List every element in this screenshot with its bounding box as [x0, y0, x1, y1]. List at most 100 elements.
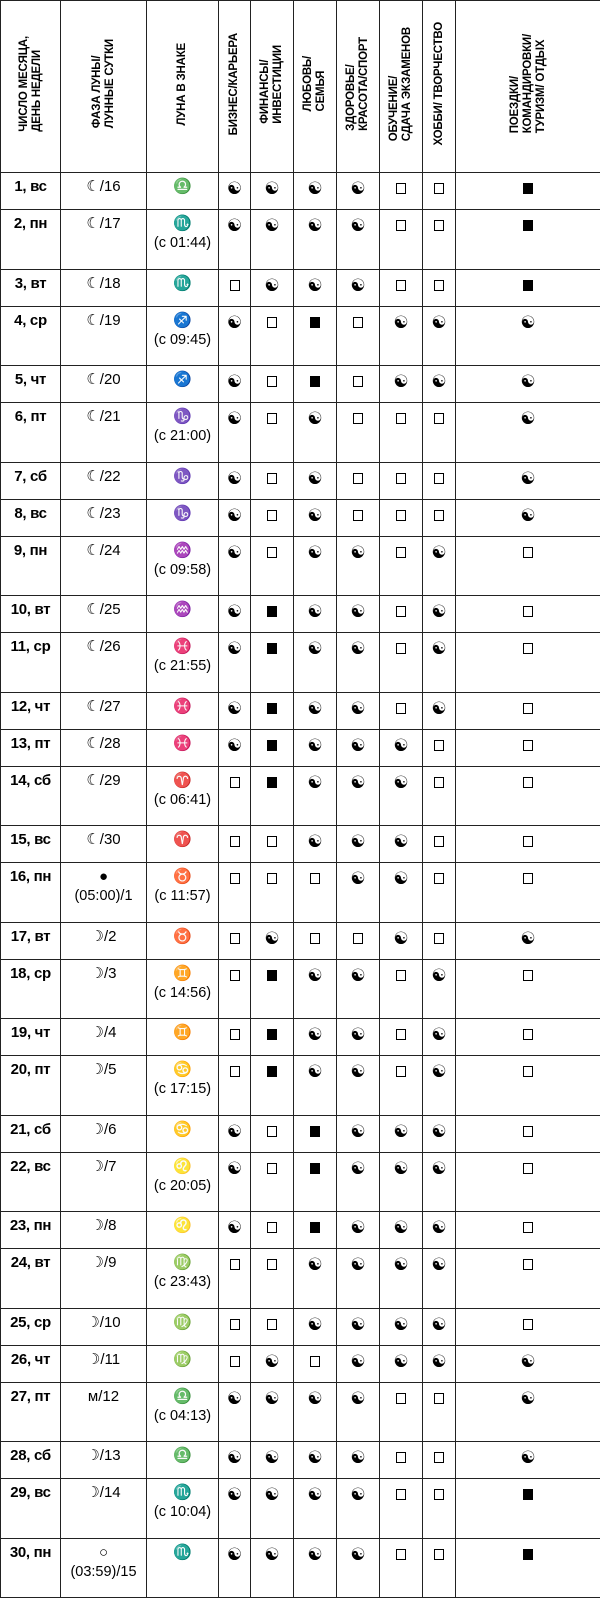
rating-cell [423, 173, 456, 210]
rating-cell: ☯ [294, 1308, 337, 1345]
rating-cell: ☯ [251, 922, 294, 959]
column-header-label: ХОББИ/ ТВОРЧЕСТВО [433, 22, 446, 146]
rating-cell [251, 536, 294, 596]
empty-square-icon [434, 740, 444, 751]
empty-square-icon [353, 376, 363, 387]
empty-square-icon [230, 873, 240, 884]
yin-yang-icon: ☯ [350, 182, 365, 196]
yin-yang-icon: ☯ [393, 932, 408, 946]
zodiac-sign-icon: ♋ [173, 1121, 192, 1138]
empty-square-icon [434, 220, 444, 231]
empty-square-icon [353, 317, 363, 328]
column-header: ЛЮБОВЬ/ СЕМЬЯ [294, 1, 337, 173]
rating-cell: ☯ [423, 1115, 456, 1152]
day-cell: 15, вс [1, 826, 61, 863]
rating-cell [456, 692, 600, 729]
table-row: 10, вт☾/25♒☯☯☯☯ [1, 596, 600, 633]
rating-cell: ☯ [219, 633, 251, 693]
rating-cell [219, 826, 251, 863]
rating-cell [251, 1019, 294, 1056]
empty-square-icon [396, 547, 406, 558]
rating-cell [423, 826, 456, 863]
zodiac-sign-time: (с 01:44) [147, 232, 218, 254]
table-row: 4, ср☾/19♐(с 09:45)☯☯☯☯ [1, 306, 600, 366]
rating-cell [337, 306, 380, 366]
moon-phase-time: (03:59)/15 [61, 1561, 146, 1583]
yin-yang-icon: ☯ [264, 1355, 279, 1369]
column-header: ПОЕЗДКИ/ КОМАНДИРОВКИ/ ТУРИЗМ/ ОТДЫХ [456, 1, 600, 173]
yin-yang-icon: ☯ [350, 969, 365, 983]
zodiac-sign-time: (с 21:55) [147, 655, 218, 677]
yin-yang-icon: ☯ [431, 1028, 446, 1042]
rating-cell [423, 766, 456, 826]
rating-cell [219, 1345, 251, 1382]
yin-yang-icon: ☯ [350, 1488, 365, 1502]
rating-cell [337, 366, 380, 403]
rating-cell: ☯ [456, 366, 600, 403]
zodiac-sign-cell: ♌ [147, 1212, 219, 1249]
empty-square-icon [523, 1029, 533, 1040]
rating-cell: ☯ [219, 596, 251, 633]
day-cell: 26, чт [1, 1345, 61, 1382]
zodiac-sign-cell: ♉(с 11:57) [147, 863, 219, 923]
rating-cell: ☯ [219, 536, 251, 596]
yin-yang-icon: ☯ [393, 1125, 408, 1139]
moon-phase-cell: ☽/6 [61, 1115, 147, 1152]
yin-yang-icon: ☯ [264, 1451, 279, 1465]
rating-cell [423, 1538, 456, 1598]
yin-yang-icon: ☯ [307, 1392, 322, 1406]
rating-cell [251, 403, 294, 463]
rating-cell: ☯ [423, 306, 456, 366]
moon-phase-cell: ☾/29 [61, 766, 147, 826]
yin-yang-icon: ☯ [350, 776, 365, 790]
moon-phase-cell: ☾/19 [61, 306, 147, 366]
column-header-label: ЛЮБОВЬ/ СЕМЬЯ [302, 56, 328, 112]
rating-cell: ☯ [219, 306, 251, 366]
rating-cell: ☯ [294, 1479, 337, 1539]
moon-phase: ☽/8 [91, 1217, 117, 1234]
rating-cell [294, 306, 337, 366]
rating-cell: ☯ [337, 536, 380, 596]
yin-yang-icon: ☯ [350, 872, 365, 886]
yin-yang-icon: ☯ [350, 1028, 365, 1042]
rating-cell: ☯ [219, 1152, 251, 1212]
yin-yang-icon: ☯ [393, 1318, 408, 1332]
empty-square-icon [267, 1163, 277, 1174]
rating-cell [423, 1382, 456, 1442]
yin-yang-icon: ☯ [307, 1488, 322, 1502]
yin-yang-icon: ☯ [350, 1258, 365, 1272]
moon-phase-cell: ☾/21 [61, 403, 147, 463]
rating-cell [251, 826, 294, 863]
rating-cell: ☯ [456, 306, 600, 366]
empty-square-icon [267, 1319, 277, 1330]
moon-phase-cell: ☽/9 [61, 1249, 147, 1309]
zodiac-sign-icon: ♋ [173, 1061, 192, 1078]
yin-yang-icon: ☯ [307, 1451, 322, 1465]
rating-cell [456, 1308, 600, 1345]
yin-yang-icon: ☯ [393, 1221, 408, 1235]
yin-yang-icon: ☯ [227, 1162, 242, 1176]
rating-cell [251, 306, 294, 366]
yin-yang-icon: ☯ [307, 1548, 322, 1562]
table-row: 2, пн☾/17♏(с 01:44)☯☯☯☯ [1, 210, 600, 270]
rating-cell: ☯ [337, 633, 380, 693]
zodiac-sign-time: (с 09:45) [147, 329, 218, 351]
zodiac-sign-icon: ♏ [173, 275, 192, 292]
rating-cell: ☯ [294, 499, 337, 536]
rating-cell [380, 536, 423, 596]
yin-yang-icon: ☯ [264, 1392, 279, 1406]
rating-cell: ☯ [380, 1115, 423, 1152]
column-header: ЛУНА В ЗНАКЕ [147, 1, 219, 173]
yin-yang-icon: ☯ [307, 279, 322, 293]
zodiac-sign-cell: ♏ [147, 269, 219, 306]
yin-yang-icon: ☯ [227, 1451, 242, 1465]
rating-cell [294, 1115, 337, 1152]
rating-cell: ☯ [423, 633, 456, 693]
table-row: 20, пт☽/5♋(с 17:15)☯☯☯ [1, 1056, 600, 1116]
yin-yang-icon: ☯ [227, 1125, 242, 1139]
zodiac-sign-icon: ♐ [173, 371, 192, 388]
moon-phase: ☽/14 [86, 1484, 120, 1501]
rating-cell [456, 766, 600, 826]
rating-cell: ☯ [219, 692, 251, 729]
rating-cell [380, 633, 423, 693]
